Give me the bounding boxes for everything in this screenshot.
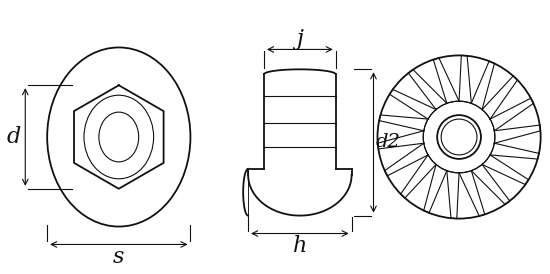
- Text: d2: d2: [376, 133, 401, 152]
- Text: j: j: [296, 27, 303, 50]
- Text: d: d: [6, 126, 20, 148]
- Text: h: h: [293, 235, 307, 258]
- Text: s: s: [113, 246, 124, 269]
